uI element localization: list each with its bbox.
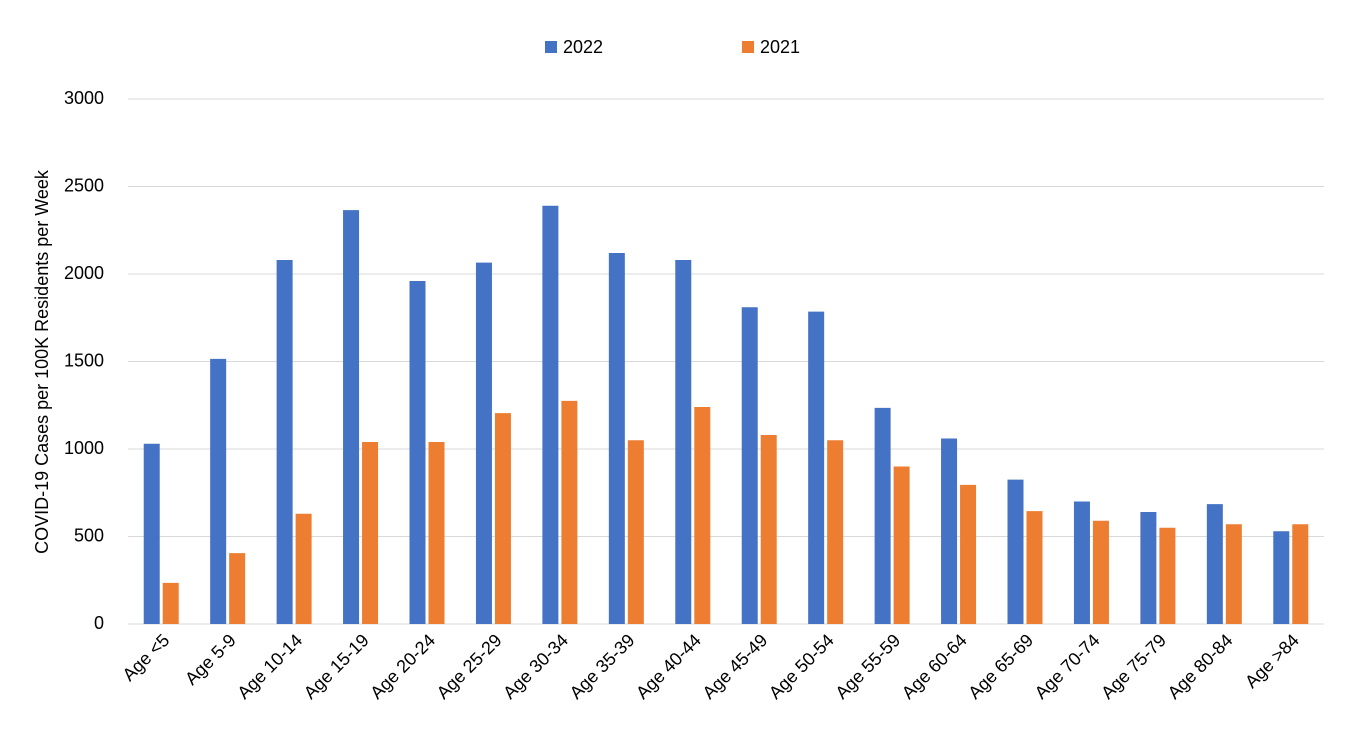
x-tick-label: Age 25-29 [433,630,506,703]
bar [475,262,492,624]
bar [162,582,179,624]
bar [276,260,293,624]
bar [941,438,958,624]
y-tick-label: 0 [94,613,104,633]
x-tick-label: Age 55-59 [831,630,904,703]
x-tick-label: Age 75-79 [1097,630,1170,703]
bar [428,442,445,624]
legend-label: 2022 [563,37,603,57]
bar [741,307,758,624]
legend-swatch [742,41,754,53]
y-tick-label: 1500 [64,350,104,370]
bar [409,281,426,624]
bar [1026,511,1043,624]
bar [362,442,379,624]
bar [210,358,227,624]
bar [960,484,977,624]
bar [808,311,825,624]
bar [295,513,312,624]
bar [827,440,844,624]
bar [143,443,160,624]
bar [893,466,910,624]
bar [1159,527,1176,624]
x-tick-label: Age 20-24 [366,630,439,703]
bar [1273,531,1290,624]
y-tick-label: 3000 [64,88,104,108]
bar [542,205,559,624]
x-tick-label: Age 80-84 [1164,630,1237,703]
bar [561,400,578,624]
bar [1092,520,1109,624]
bar [343,210,360,624]
bar [494,413,511,624]
y-tick-label: 2500 [64,175,104,195]
x-tick-label: Age 5-9 [181,630,240,689]
bar [229,553,246,624]
y-axis-label: COVID-19 Cases per 100K Residents per We… [32,169,52,554]
y-tick-label: 500 [74,525,104,545]
x-tick-label: Age 50-54 [765,630,838,703]
bar [1073,501,1090,624]
y-tick-label: 2000 [64,263,104,283]
bar [1206,504,1223,624]
bar [760,435,777,624]
bar [675,260,692,624]
x-tick-label: Age 10-14 [233,630,306,703]
bar [694,407,711,624]
bar [608,253,625,624]
x-tick-label: Age 30-34 [499,630,572,703]
x-tick-label: Age 65-69 [964,630,1037,703]
x-tick-label: Age 60-64 [898,630,971,703]
bar [1007,479,1024,624]
bar [1225,524,1242,624]
x-tick-label: Age 70-74 [1031,630,1104,703]
x-tick-label: Age 15-19 [300,630,373,703]
x-tick-label: Age <5 [119,630,174,685]
bar [1140,512,1157,624]
legend-label: 2021 [760,37,800,57]
x-tick-label: Age 40-44 [632,630,705,703]
bar [627,440,644,624]
x-tick-label: Age 35-39 [566,630,639,703]
x-tick-label: Age >84 [1241,630,1303,692]
bar [1292,524,1309,624]
legend-swatch [545,41,557,53]
x-tick-label: Age 45-49 [699,630,772,703]
y-tick-label: 1000 [64,438,104,458]
bar [874,407,891,624]
